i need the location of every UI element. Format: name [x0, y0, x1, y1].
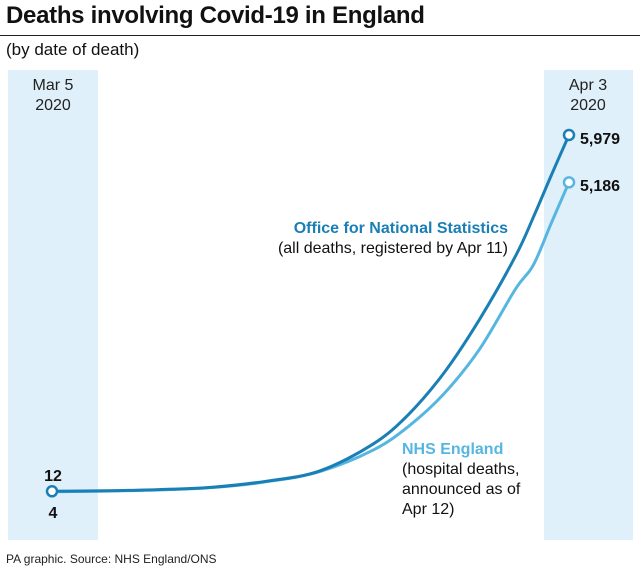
end-point-marker-ons — [562, 128, 576, 142]
source-note: PA graphic. Source: NHS England/ONS — [6, 552, 217, 566]
start-value-label-ons: 12 — [44, 468, 62, 485]
start-date-label-month: Mar 5 — [33, 77, 74, 94]
start-point-marker — [45, 485, 59, 498]
series-name-ons: Office for National Statistics — [294, 220, 508, 237]
series-name-nhs-england: NHS England — [402, 441, 503, 458]
end-date-label-month: Apr 3 — [569, 77, 607, 94]
end-point-marker-nhs — [562, 176, 576, 189]
start-date-band — [8, 70, 98, 540]
series-note-nhs-line-2: announced as of — [402, 481, 521, 498]
start-value-label-nhs: 4 — [49, 505, 58, 522]
title-divider — [0, 35, 640, 36]
end-value-label-nhs: 5,186 — [580, 178, 620, 195]
series-note-ons: (all deaths, registered by Apr 11) — [278, 240, 508, 257]
series-note-nhs-line-1: (hospital deaths, — [402, 461, 519, 478]
chart-subtitle: (by date of death) — [6, 40, 140, 59]
end-date-band — [544, 70, 633, 540]
end-value-label-ons: 5,979 — [580, 131, 620, 148]
series-line-ons — [50, 133, 571, 493]
chart-title: Deaths involving Covid-19 in England — [6, 2, 425, 29]
end-date-label-year: 2020 — [570, 97, 606, 114]
series-note-nhs-line-3: Apr 12) — [402, 501, 454, 518]
start-date-label-year: 2020 — [35, 97, 71, 114]
